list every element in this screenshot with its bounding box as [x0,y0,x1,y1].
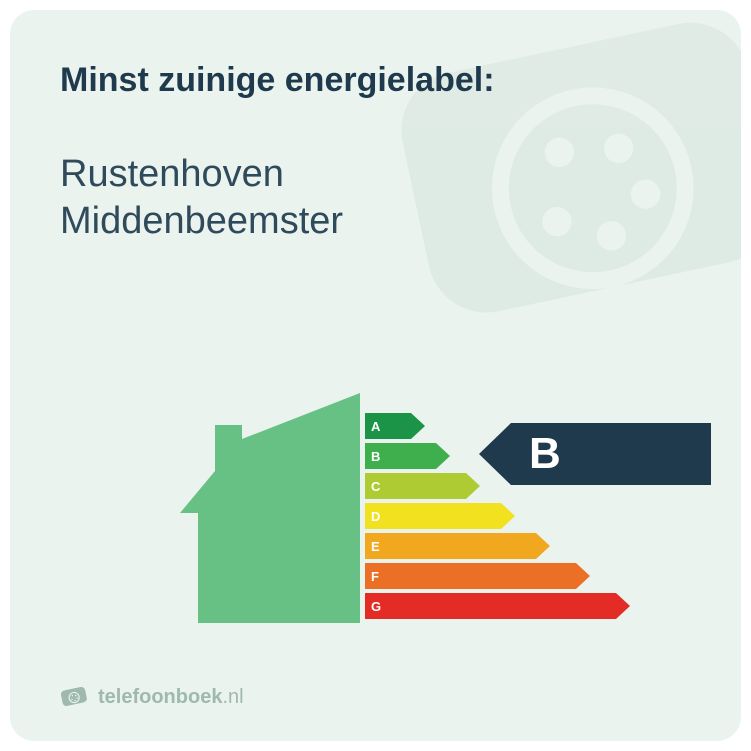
energy-bar-label: C [371,473,380,499]
energy-bar-label: D [371,503,380,529]
energy-bar-label: E [371,533,380,559]
energy-bar: F [365,561,665,591]
energy-label-chart: ABCDEFG B [60,383,691,643]
footer-logo-icon [57,680,90,713]
energy-bar-label: G [371,593,381,619]
energy-bar-label: F [371,563,379,589]
energy-bar: D [365,501,665,531]
location-name: Rustenhoven Middenbeemster [60,151,691,246]
rating-badge: B [479,423,711,485]
energy-bar: E [365,531,665,561]
energy-bar-arrow-icon [365,473,480,499]
footer-brand: telefoonboek.nl [98,686,244,709]
house-icon [180,393,360,623]
energy-bar-label: A [371,413,380,439]
card-title: Minst zuinige energielabel: [60,60,691,101]
energy-bar-label: B [371,443,380,469]
location-line1: Rustenhoven [60,151,691,199]
info-card: Minst zuinige energielabel: Rustenhoven … [10,10,741,741]
energy-bar-arrow-icon [365,593,630,619]
footer-brand-name: telefoonboek [98,686,222,708]
footer-brand-tld: .nl [222,686,243,708]
energy-bar-arrow-icon [365,503,515,529]
footer: telefoonboek.nl [60,683,691,711]
energy-bar: G [365,591,665,621]
energy-bar-arrow-icon [365,563,590,589]
location-line2: Middenbeemster [60,198,691,246]
rating-badge-value: B [511,423,711,485]
rating-badge-tip [479,423,511,485]
energy-bar-arrow-icon [365,533,550,559]
